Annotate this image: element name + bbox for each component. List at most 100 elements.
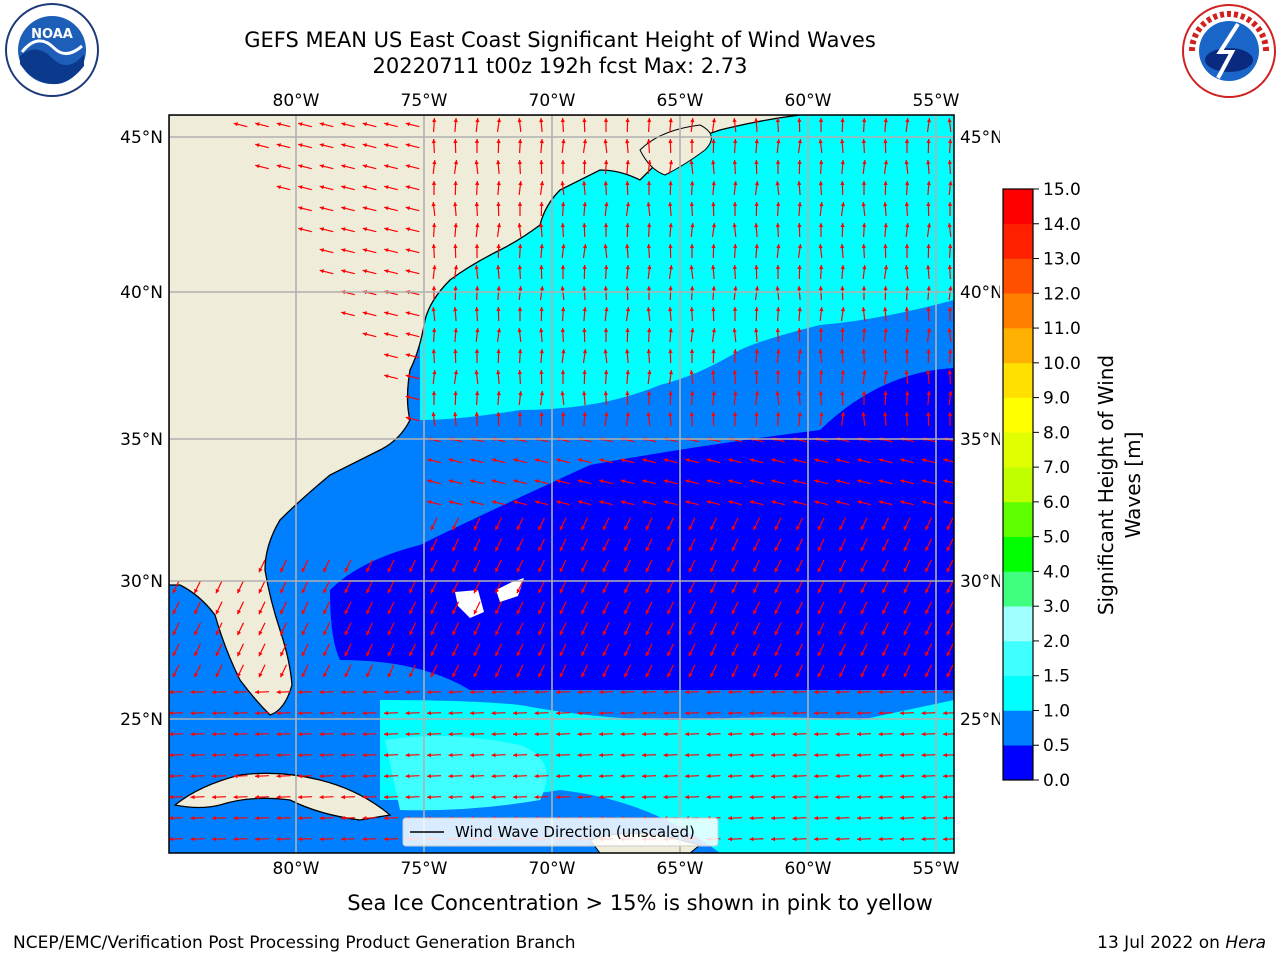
wave-arrow-head (797, 307, 802, 312)
wave-arrow-head (685, 690, 690, 695)
wave-arrow-head (323, 672, 328, 678)
wave-arrow-head (903, 651, 908, 657)
wave-arrow-head (839, 651, 844, 657)
wave-arrow-head (362, 248, 368, 253)
wave-arrow-head (319, 795, 324, 800)
wave-arrow-head (754, 118, 759, 123)
lon-label: 75°W (401, 91, 448, 111)
wave-height-map: Wind Wave Direction (unscaled) 80°W 75°W… (120, 91, 1000, 879)
colorbar-tick-label: 11.0 (1043, 319, 1081, 339)
wave-arrow-head (539, 160, 544, 164)
wave-arrow-head (194, 588, 199, 594)
wave-arrow-head (384, 353, 389, 358)
wave-arrow-head (212, 795, 217, 800)
wave-arrow-head (775, 223, 780, 228)
wave-arrow-head (749, 816, 754, 821)
wave-arrow-head (840, 181, 845, 185)
wave-arrow-head (857, 500, 862, 505)
wave-arrow-head (452, 567, 457, 573)
wave-arrow-head (732, 265, 737, 270)
wave-arrow-head (602, 546, 607, 552)
colorbar-cell (1003, 293, 1033, 329)
wave-arrow-head (560, 286, 565, 291)
wave-arrow-head (581, 525, 586, 531)
wave-arrow-head (453, 181, 458, 185)
wave-arrow-head (817, 546, 822, 552)
wave-arrow-head (341, 837, 346, 842)
wave-arrow-head (470, 711, 475, 716)
wave-arrow-head (599, 795, 604, 800)
wave-arrow-head (647, 370, 652, 375)
wave-arrow-head (817, 588, 822, 594)
wave-arrow-head (878, 500, 884, 505)
wave-arrow-head (448, 458, 454, 463)
wave-arrow-head (255, 732, 260, 737)
wave-arrow-head (857, 479, 862, 484)
wave-arrow-head (581, 609, 586, 615)
wave-arrow-head (749, 753, 754, 758)
wave-arrow-head (668, 181, 673, 185)
wave-arrow-head (878, 774, 883, 779)
wave-arrow-head (620, 711, 625, 716)
wave-arrow-head (362, 206, 368, 211)
wave-arrow-head (384, 185, 389, 190)
wave-arrow-head (539, 265, 544, 269)
wave-arrow-head (215, 609, 220, 615)
wave-arrow-head (298, 795, 303, 800)
wave-arrow-head (560, 181, 565, 186)
wave-arrow-head (624, 630, 629, 636)
wave-arrow-head (645, 588, 650, 594)
wave-arrow-head (646, 139, 651, 144)
wave-arrow-head (749, 837, 754, 842)
wave-arrow-head (689, 349, 695, 353)
colorbar-tick-label: 0.5 (1043, 736, 1070, 756)
wave-arrow-head (169, 753, 174, 758)
wave-arrow-head (710, 609, 715, 615)
wave-arrow-head (926, 244, 931, 248)
wave-arrow-head (518, 391, 523, 396)
wave-arrow-head (405, 374, 411, 379)
wave-arrow-head (882, 546, 887, 552)
wave-arrow-head (559, 546, 564, 552)
wave-arrow-head (903, 546, 908, 552)
wave-arrow-head (258, 672, 263, 678)
wave-arrow-head (366, 651, 371, 657)
wave-arrow-head (582, 412, 587, 417)
colorbar-label-line1: Significant Height of Wind (1094, 355, 1118, 615)
wave-arrow-head (516, 630, 521, 636)
wave-arrow-head (625, 349, 630, 354)
wave-arrow-head (711, 412, 716, 416)
wave-arrow-head (215, 672, 220, 678)
wave-arrow-head (427, 753, 432, 758)
wave-arrow-head (496, 118, 502, 123)
wave-arrow-head (577, 500, 583, 505)
wave-arrow-head (518, 181, 523, 186)
wave-arrow-head (362, 332, 368, 337)
wave-arrow-head (861, 307, 866, 312)
wave-arrow-head (728, 837, 733, 842)
wave-arrow-head (517, 202, 523, 206)
wave-arrow-head (776, 202, 781, 207)
wave-arrow-head (237, 609, 242, 615)
wave-arrow-head (818, 181, 823, 186)
wave-arrow-head (753, 651, 758, 657)
wave-arrow-head (384, 269, 389, 274)
wave-arrow-head (538, 609, 543, 615)
wave-arrow-head (943, 816, 948, 821)
wave-arrow-head (581, 651, 586, 657)
wave-arrow-head (840, 370, 845, 375)
wave-arrow-head (796, 546, 801, 552)
wave-arrow-head (796, 651, 801, 657)
wave-arrow-head (620, 458, 626, 463)
wave-arrow-head (706, 753, 711, 758)
wave-arrow-head (883, 160, 889, 165)
wave-arrow-head (538, 630, 543, 636)
wave-arrow-head (233, 711, 238, 716)
wave-arrow-head (255, 690, 260, 695)
wave-arrow-head (582, 307, 587, 312)
wave-arrow-head (883, 307, 888, 312)
wave-arrow-head (646, 244, 651, 249)
wave-arrow-head (323, 651, 328, 657)
wave-arrow-head (667, 567, 672, 573)
wave-arrow-head (362, 164, 368, 169)
